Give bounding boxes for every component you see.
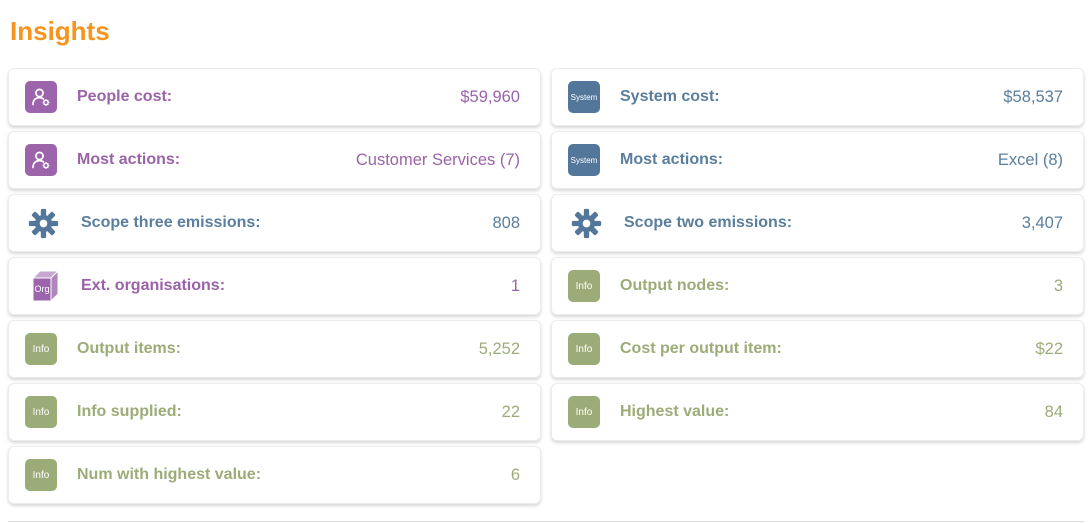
system-icon: System: [568, 81, 600, 113]
info-icon: Info: [568, 333, 600, 365]
section-divider: [8, 521, 1084, 522]
insight-row: Info Output items: 5,252: [8, 320, 541, 378]
insight-label: People cost:: [77, 88, 173, 105]
insight-value: $58,537: [1003, 87, 1063, 106]
insight-value: 84: [1044, 402, 1063, 421]
info-icon-label: Info: [575, 406, 593, 418]
info-icon: Info: [25, 333, 57, 365]
system-icon-label: System: [570, 155, 598, 165]
insight-row: Info Highest value: 84: [551, 383, 1084, 441]
insight-row: Scope three emissions: 808: [8, 194, 541, 252]
person-gear-icon: [25, 81, 57, 113]
insight-value: 1: [510, 276, 520, 295]
insight-label: Ext. organisations:: [81, 277, 226, 294]
insight-value: $59,960: [460, 87, 520, 106]
insight-row: People cost: $59,960: [8, 68, 541, 126]
insight-label: Most actions:: [77, 151, 181, 168]
insight-row: Scope two emissions: 3,407: [551, 194, 1084, 252]
insight-row: System System cost: $58,537: [551, 68, 1084, 126]
insight-label: Num with highest value:: [77, 466, 262, 483]
info-icon: Info: [25, 459, 57, 491]
insight-value: 808: [492, 213, 520, 232]
gear-icon: [568, 206, 604, 240]
insight-row: Info Info supplied: 22: [8, 383, 541, 441]
insight-label: Output nodes:: [620, 277, 730, 294]
info-icon-label: Info: [32, 469, 50, 481]
insight-label: Info supplied:: [77, 403, 182, 420]
person-gear-icon: [25, 144, 57, 176]
insight-row: System Most actions: Excel (8): [551, 131, 1084, 189]
page-title: Insights: [10, 16, 110, 46]
insight-label: Highest value:: [620, 403, 730, 420]
insight-label: Cost per output item:: [620, 340, 782, 357]
info-icon: Info: [568, 396, 600, 428]
info-icon-label: Info: [32, 343, 50, 355]
insight-value: Excel (8): [997, 150, 1063, 169]
insight-label: System cost:: [620, 88, 720, 105]
insight-label: Most actions:: [620, 151, 724, 168]
insight-row: Info Num with highest value: 6: [8, 446, 541, 504]
insights-column-left: People cost: $59,960: [8, 68, 541, 509]
insight-value: 3,407: [1021, 213, 1063, 232]
insight-value: 5,252: [478, 339, 520, 358]
insight-label: Scope three emissions:: [81, 214, 261, 231]
insight-label: Output items:: [77, 340, 181, 357]
info-icon-label: Info: [575, 343, 593, 355]
org-cube-icon: Org: [25, 269, 61, 303]
insight-value: Customer Services (7): [355, 150, 520, 169]
info-icon: Info: [25, 396, 57, 428]
insights-grid: People cost: $59,960: [8, 68, 1084, 509]
system-icon: System: [568, 144, 600, 176]
info-icon-label: Info: [575, 280, 593, 292]
gear-icon: [25, 206, 61, 240]
insight-label: Scope two emissions:: [624, 214, 793, 231]
insight-value: 22: [501, 402, 520, 421]
system-icon-label: System: [570, 92, 598, 102]
insights-page: Insights: [0, 16, 1092, 522]
insight-row: Info Output nodes: 3: [551, 257, 1084, 315]
insight-row: Org Ext. organisations: 1: [8, 257, 541, 315]
svg-text:Org: Org: [34, 284, 49, 294]
insight-row: Info Cost per output item: $22: [551, 320, 1084, 378]
insight-value: 6: [510, 465, 520, 484]
info-icon: Info: [568, 270, 600, 302]
insight-value: 3: [1053, 276, 1063, 295]
insights-column-right: System System cost: $58,537 System Most …: [551, 68, 1084, 509]
insight-row: Most actions: Customer Services (7): [8, 131, 541, 189]
insight-value: $22: [1035, 339, 1063, 358]
info-icon-label: Info: [32, 406, 50, 418]
